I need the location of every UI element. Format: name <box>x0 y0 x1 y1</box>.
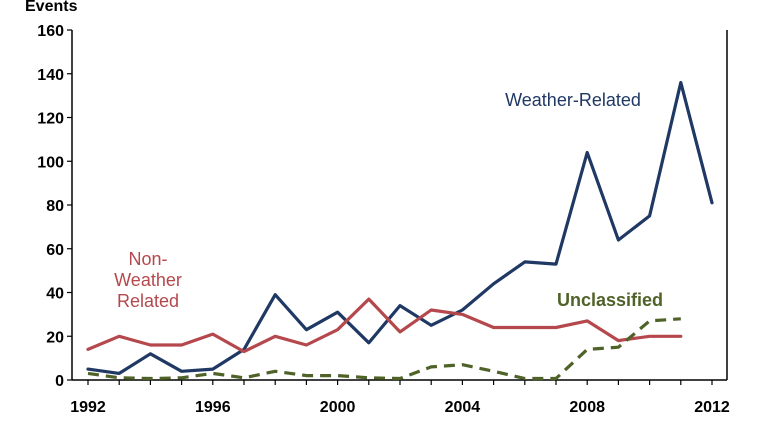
x-tick-label: 1992 <box>70 399 106 416</box>
y-tick-label: 80 <box>46 198 64 215</box>
series-labels: Weather-Related Non-Weather Related Unclass… <box>114 90 663 311</box>
series-label-2: Non-Weather Related <box>114 249 182 311</box>
y-tick-label: 20 <box>46 329 64 346</box>
series-line-2 <box>86 297 683 354</box>
x-tick-label: 1996 <box>195 399 231 416</box>
y-tick-label: 100 <box>37 154 64 171</box>
x-tick-label: 2012 <box>694 399 730 416</box>
x-tick-labels: 1992 1996 2000 2004 2008 2012 <box>70 380 730 416</box>
y-tick-label: 0 <box>55 373 64 390</box>
y-tick-labels: 0 20 40 60 80 100 120 140 160 <box>37 23 72 390</box>
y-tick-label: 120 <box>37 111 64 128</box>
series-group <box>86 80 714 381</box>
series-label-3: Unclassified <box>557 290 663 310</box>
y-tick-label: 140 <box>37 67 64 84</box>
y-tick-label: 160 <box>37 23 64 40</box>
series-line-1 <box>86 80 714 375</box>
y-tick-label: 60 <box>46 242 64 259</box>
axes <box>71 30 728 381</box>
x-tick-label: 2004 <box>445 399 481 416</box>
y-tick-label: 40 <box>46 286 64 303</box>
x-tick-label: 2008 <box>569 399 605 416</box>
y-axis-title: Events <box>25 0 78 15</box>
series-line-3 <box>87 317 681 381</box>
x-tick-label: 2000 <box>320 399 356 416</box>
series-label-1: Weather-Related <box>505 90 641 110</box>
